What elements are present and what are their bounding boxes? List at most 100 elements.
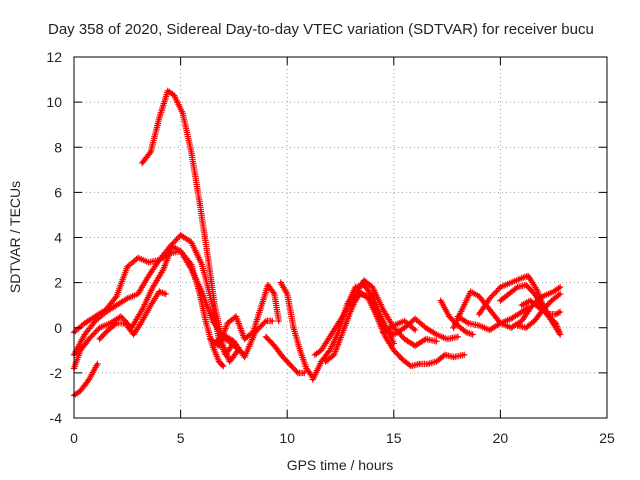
data-point (467, 321, 470, 325)
data-point (217, 360, 221, 363)
x-tick-label: 15 (386, 430, 402, 446)
data-point (264, 335, 268, 339)
data-point (324, 360, 327, 363)
data-point (337, 330, 340, 334)
data-point (211, 319, 215, 323)
data-point (413, 317, 417, 321)
series-arc-10 (262, 333, 308, 377)
data-point (533, 292, 536, 296)
data-point (119, 315, 123, 318)
data-point (328, 348, 332, 352)
data-point (277, 319, 281, 323)
data-point (224, 353, 227, 357)
series-arc-15 (379, 317, 419, 336)
data-point (524, 283, 528, 287)
data-point (456, 315, 460, 318)
x-tick-label: 10 (279, 430, 295, 446)
data-point (477, 312, 481, 316)
data-point (319, 348, 323, 352)
axis-ticks: 0 5 10 15 20 25 -4 -2 0 2 4 6 8 10 12 (46, 49, 615, 446)
data-point (488, 308, 492, 312)
data-point (96, 362, 99, 366)
data-point (140, 319, 144, 323)
data-point (418, 362, 421, 366)
data-point (366, 294, 370, 298)
x-tick-label: 5 (177, 430, 185, 446)
data-point (520, 276, 524, 280)
data-point (281, 355, 285, 359)
data-point (108, 321, 112, 325)
data-point (93, 315, 97, 318)
data-point (189, 267, 193, 271)
data-point (528, 299, 532, 303)
data-point (206, 258, 210, 262)
data-point (147, 274, 151, 278)
data-point (375, 310, 379, 314)
data-point (266, 283, 270, 287)
data-point (381, 330, 385, 334)
data-point (151, 285, 155, 289)
data-point (132, 333, 136, 336)
data-point (550, 319, 553, 323)
data-point (221, 364, 225, 368)
data-point (140, 161, 144, 165)
data-point (413, 328, 417, 332)
y-tick-label: 8 (54, 139, 62, 155)
data-point (217, 344, 221, 348)
data-point (79, 389, 82, 393)
series-arc-12 (311, 277, 440, 358)
data-point (358, 292, 362, 296)
data-point (392, 342, 396, 345)
series-arc-7 (207, 281, 282, 349)
data-point (477, 294, 481, 298)
series-arc-9 (277, 279, 316, 381)
data-point (221, 333, 225, 336)
data-point (204, 321, 208, 325)
data-point (172, 94, 176, 97)
data-point (349, 303, 353, 307)
data-point (392, 324, 396, 327)
data-point (104, 308, 108, 312)
y-tick-label: 10 (46, 94, 62, 110)
y-tick-label: 2 (54, 275, 62, 291)
data-point (413, 344, 417, 348)
data-point (319, 360, 323, 363)
y-tick-label: -2 (50, 365, 63, 381)
series-arc-6 (96, 288, 169, 343)
data-point (424, 326, 428, 330)
data-point (166, 89, 170, 93)
data-point (554, 312, 558, 316)
data-point (313, 353, 317, 357)
data-point (362, 279, 366, 282)
data-point (243, 355, 247, 359)
data-point (285, 292, 289, 296)
y-tick-label: 6 (54, 184, 62, 200)
data-point (125, 265, 129, 269)
data-point (157, 290, 161, 293)
data-point (157, 258, 161, 262)
data-point (157, 116, 161, 120)
data-point (292, 326, 295, 330)
data-point (311, 378, 315, 381)
data-point (179, 249, 183, 253)
data-point (439, 299, 443, 303)
data-point (520, 303, 524, 307)
data-point (228, 360, 232, 363)
data-point (170, 245, 174, 248)
data-points (70, 87, 564, 399)
data-point (550, 299, 553, 303)
x-tick-label: 20 (493, 430, 509, 446)
data-point (462, 353, 466, 357)
data-point (558, 310, 562, 314)
data-point (136, 292, 140, 296)
data-point (424, 337, 428, 341)
data-point (302, 371, 306, 375)
data-point (273, 292, 276, 296)
data-point (526, 306, 530, 309)
data-point (149, 303, 153, 307)
data-point (464, 330, 468, 334)
data-point (149, 150, 153, 154)
data-point (499, 285, 502, 289)
